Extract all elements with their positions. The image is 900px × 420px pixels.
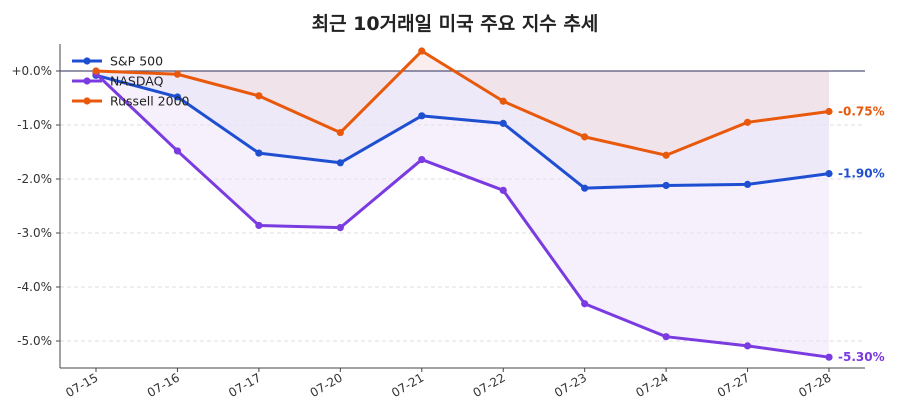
data-point <box>499 97 507 105</box>
y-tick-label: -1.0% <box>17 118 52 132</box>
data-point <box>499 119 507 127</box>
series-line-russell-2000 <box>95 49 830 157</box>
data-point <box>418 112 426 120</box>
data-point <box>336 128 344 137</box>
fill-layer <box>96 51 829 358</box>
end-label-layer: -1.90% -5.30% -0.75% <box>838 105 885 365</box>
data-point <box>581 300 589 308</box>
data-point <box>662 181 670 190</box>
y-tick-label: +0.0% <box>11 64 52 78</box>
series-end-label: -5.30% <box>838 350 885 364</box>
x-tick-label: 07-20 <box>308 370 345 400</box>
y-tick-label: -4.0% <box>17 280 52 294</box>
data-point <box>499 186 507 194</box>
data-point <box>743 342 752 350</box>
legend-swatch-marker <box>83 97 91 105</box>
x-tick-label: 07-16 <box>145 370 182 400</box>
data-point <box>255 149 263 157</box>
data-point <box>743 118 752 126</box>
series-line-s-p-500 <box>95 73 830 190</box>
data-point <box>662 333 670 341</box>
x-tick-label: 07-17 <box>226 370 263 400</box>
data-point <box>825 353 833 361</box>
data-point <box>255 92 263 100</box>
data-point <box>92 67 100 75</box>
series-end-label: -0.75% <box>838 105 885 119</box>
x-tick-label: 07-21 <box>389 370 426 400</box>
data-point <box>581 184 589 192</box>
legend-label: NASDAQ <box>110 74 164 89</box>
x-tick-label: 07-24 <box>633 370 670 400</box>
data-point <box>825 107 833 116</box>
y-tick-label: -5.0% <box>17 334 52 348</box>
legend-label: S&P 500 <box>110 54 163 69</box>
x-tick-label: 07-22 <box>471 370 508 400</box>
x-tick-label: 07-28 <box>796 370 833 400</box>
data-point <box>662 151 670 159</box>
legend-swatch-marker <box>83 57 91 65</box>
y-tick-label: -3.0% <box>17 226 52 240</box>
data-point <box>743 180 752 188</box>
data-point <box>418 155 426 164</box>
series-end-label: -1.90% <box>838 167 885 181</box>
data-point <box>336 224 344 232</box>
series-line-nasdaq <box>94 72 830 359</box>
data-point <box>173 93 182 101</box>
data-point <box>418 47 426 55</box>
legend: S&P 500 NASDAQ Russell 2000 <box>72 54 190 109</box>
data-point <box>173 147 182 155</box>
x-tick-label: 07-15 <box>63 370 100 400</box>
data-point <box>581 133 589 141</box>
x-tick-label: 07-23 <box>552 370 589 400</box>
data-point <box>255 221 263 230</box>
series-fill-2 <box>96 51 829 156</box>
x-tick-label: 07-27 <box>715 370 752 400</box>
y-tick-label: -2.0% <box>17 172 52 186</box>
legend-label: Russell 2000 <box>110 94 190 109</box>
legend-swatch-marker <box>83 77 91 85</box>
data-point <box>336 159 344 167</box>
series-layer <box>92 47 833 361</box>
data-point <box>173 70 182 78</box>
data-point <box>825 170 833 178</box>
chart-title: 최근 10거래일 미국 주요 지수 추세 <box>312 13 599 35</box>
